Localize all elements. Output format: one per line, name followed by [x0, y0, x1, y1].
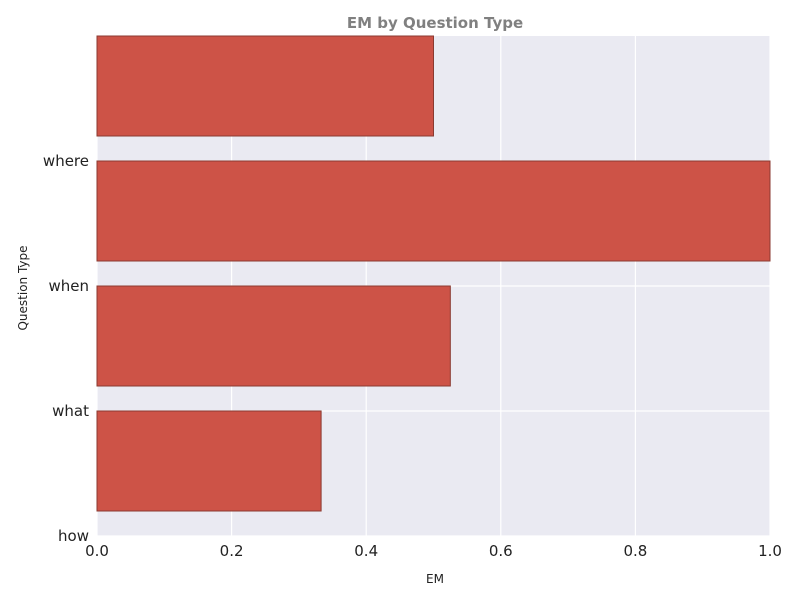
y-tick-label-when: when — [48, 277, 89, 295]
x-axis-ticks: 0.0 0.2 0.4 0.6 0.8 1.0 — [85, 542, 782, 560]
y-tick-label-where: where — [43, 152, 89, 170]
x-tick-label: 0.8 — [623, 542, 647, 560]
x-tick-label: 0.2 — [220, 542, 244, 560]
bar-when — [96, 160, 771, 262]
bar-where — [96, 35, 434, 137]
y-axis-ticks: how what when where — [43, 152, 89, 545]
y-tick-label-what: what — [52, 402, 89, 420]
x-tick-label: 1.0 — [758, 542, 782, 560]
x-axis-label: EM — [426, 572, 444, 586]
bar-what — [96, 285, 451, 387]
x-tick-label: 0.4 — [354, 542, 378, 560]
bar-how — [96, 410, 322, 512]
x-tick-label: 0.6 — [489, 542, 513, 560]
x-tick-label: 0.0 — [85, 542, 109, 560]
y-tick-label-how: how — [58, 527, 89, 545]
y-axis-label: Question Type — [16, 245, 30, 330]
chart-title: EM by Question Type — [347, 14, 523, 32]
bars — [96, 35, 771, 512]
